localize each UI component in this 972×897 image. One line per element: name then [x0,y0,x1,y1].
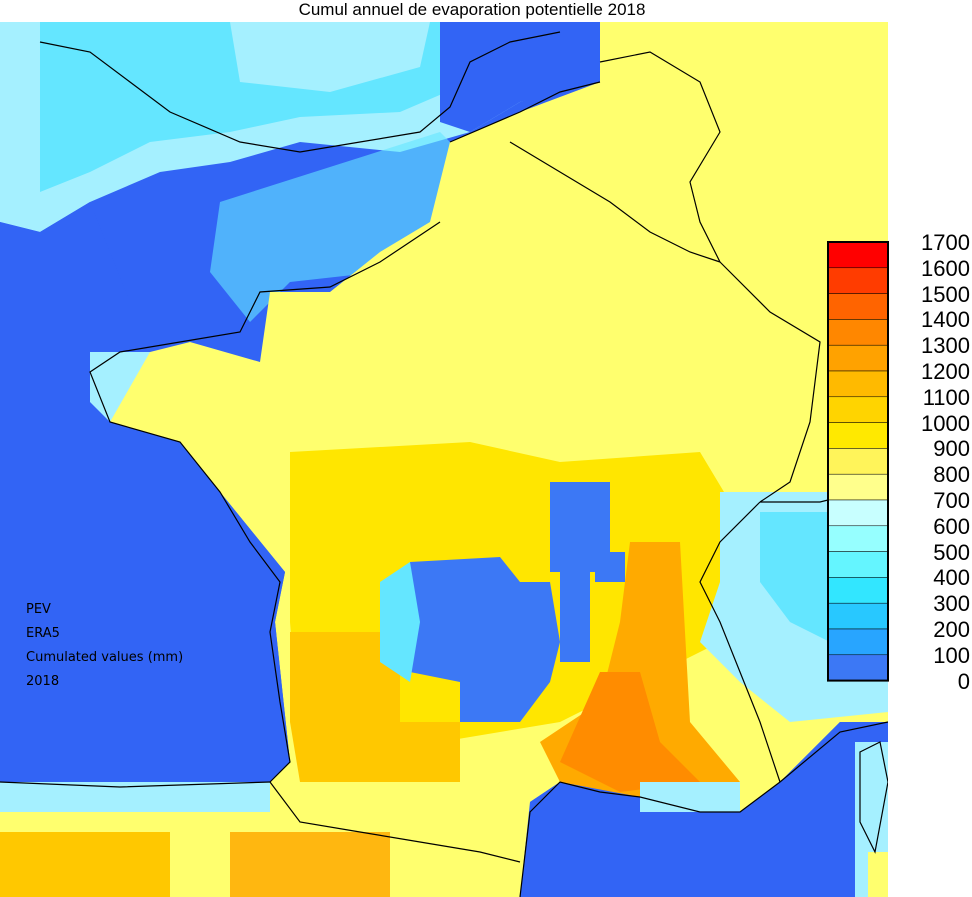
belgium-border [509,141,721,263]
massif-cyan-ring [380,562,420,682]
annotation-line-3: Cumulated values (mm) [26,650,184,665]
pyrenees-border [269,781,521,863]
legend-tick-label: 600 [933,513,970,539]
legend-tick-label: 1100 [922,384,970,410]
legend-tick-label: 200 [933,617,970,642]
biscay-coast-cyan [90,352,150,422]
spain-cyan-coast [0,782,270,812]
aquitaine-orange [290,632,460,782]
legend-swatch [827,551,889,578]
legend-tick-label: 700 [933,488,970,513]
legend-tick-label: 1400 [921,307,970,333]
germany-border [719,261,821,503]
legend-swatch [827,293,889,320]
channel-cyan [210,132,460,322]
massif-central-blue [390,557,560,722]
annotation-line-1: PEV [26,602,51,617]
med-coast-cyan [640,782,740,812]
provence-dark-orange [560,672,700,792]
england-coastline [39,31,561,153]
map-title: Cumul annuel de evaporation potentielle … [298,0,646,19]
legend-swatch [827,370,889,398]
legend-swatch [827,628,889,656]
legend-border [827,241,889,682]
legend-tick-label: 1000 [921,410,970,436]
legend-bar [827,241,889,682]
spain-coastline [0,781,271,788]
legend-swatch [827,473,889,501]
massif-spot3 [595,552,625,582]
spain-orange [0,832,170,897]
legend-swatch [827,654,889,681]
corsica-coast [859,741,888,854]
legend-tick-label: 1200 [921,359,970,384]
alps-cyan-dark [760,512,830,642]
legend-tick-label: 500 [933,539,970,565]
legend-tick-label: 1600 [921,255,970,281]
legend-tick-label: 1500 [921,281,970,307]
annotation-line-4: 2018 [26,674,60,689]
legend-tick-label: 100 [933,642,970,668]
legend-tick-label: 800 [933,462,970,488]
legend-tick-label: 0 [957,668,970,694]
legend-swatch [827,267,889,294]
massif-spot2 [560,562,590,662]
france-north-coastline [449,81,601,143]
legend-swatch [827,319,889,346]
swiss-border [699,501,781,783]
france-west-coastline [89,221,441,783]
biscay-sea [0,202,290,782]
legend-swatch [827,241,889,269]
legend-swatch [827,396,889,423]
legend-swatch [827,577,889,604]
annotation-block: PEV ERA5 Cumulated values (mm) 2018 [26,598,183,694]
legend-tick-label: 1300 [921,333,970,359]
legend-tick-label: 900 [933,436,970,462]
med-coastline [519,721,888,897]
evaporation-map [0,22,888,897]
corsica-yellow [868,852,888,897]
legend-tick-label: 300 [933,591,970,617]
annotation-line-2: ERA5 [26,626,60,641]
legend-swatch [827,448,889,475]
legend-swatch [827,499,889,527]
legend-swatch [827,602,889,630]
netherlands-border [599,51,721,263]
spain-orange2 [230,832,390,897]
legend-tick-label: 400 [933,565,970,591]
legend-swatch [827,422,889,449]
legend-tick-label: 1700 [921,230,970,255]
north-sea [440,22,600,132]
england-inner [230,22,430,92]
coastlines [0,31,888,897]
legend-swatch [827,344,889,372]
legend-swatch [827,525,889,552]
england-land [40,22,560,192]
